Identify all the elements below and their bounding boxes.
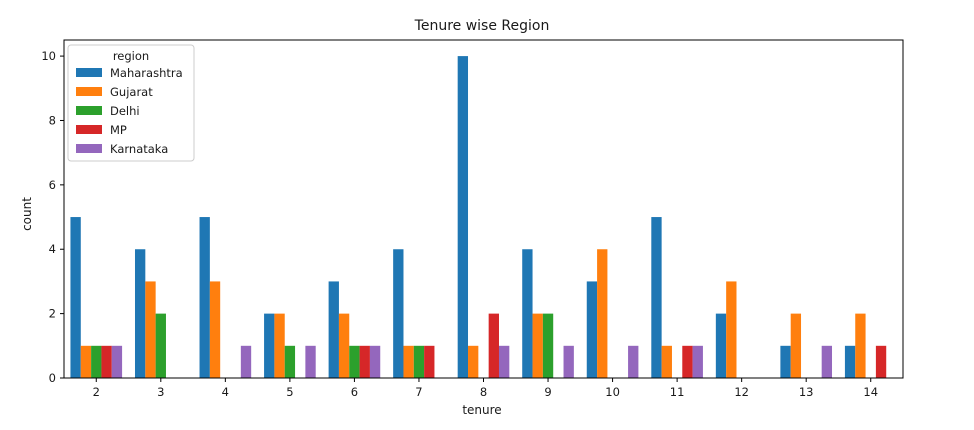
- x-tick-label: 14: [863, 385, 878, 399]
- bar-maharashtra-13: [780, 345, 791, 378]
- bar-maharashtra-14: [844, 345, 856, 378]
- bar-gujarat-6: [338, 313, 350, 378]
- bar-mp-7: [424, 345, 435, 378]
- y-tick-label: 10: [41, 49, 56, 63]
- bar-karnataka-8: [498, 345, 510, 378]
- bar-gujarat-5: [274, 313, 285, 378]
- bar-maharashtra-3: [134, 249, 146, 378]
- bar-karnataka-13: [821, 345, 833, 378]
- bars-layer: [70, 56, 887, 378]
- x-tick-label: 4: [222, 385, 229, 399]
- legend-swatch-delhi: [76, 106, 102, 115]
- y-tick-label: 0: [49, 371, 56, 385]
- legend-swatch-mp: [76, 125, 102, 134]
- bar-delhi-7: [413, 345, 425, 378]
- bar-karnataka-9: [563, 345, 574, 378]
- bar-maharashtra-11: [651, 217, 662, 378]
- x-tick-label: 12: [734, 385, 749, 399]
- bar-maharashtra-4: [199, 217, 210, 378]
- bar-gujarat-10: [597, 249, 608, 378]
- legend-label-delhi: Delhi: [110, 104, 140, 118]
- y-axis-label: count: [20, 197, 34, 231]
- legend-swatch-karnataka: [76, 144, 102, 153]
- bar-mp-8: [488, 313, 499, 378]
- bar-karnataka-11: [692, 345, 703, 378]
- bar-gujarat-7: [403, 345, 414, 378]
- x-tick-label: 5: [286, 385, 293, 399]
- bar-maharashtra-2: [70, 217, 81, 378]
- bar-delhi-3: [155, 313, 166, 378]
- chart-title: Tenure wise Region: [414, 18, 550, 34]
- legend: region Maharashtra Gujarat Delhi MP Karnatak…: [67, 44, 195, 162]
- x-tick-label: 2: [93, 385, 100, 399]
- bar-maharashtra-12: [715, 313, 727, 378]
- axes-layer: 2 3 4 5 6 7 8 9 10 11 12 13 14 0 2 4 6 8 10: [41, 39, 904, 399]
- bar-maharashtra-6: [328, 281, 339, 378]
- bar-gujarat-2: [80, 345, 92, 378]
- bar-delhi-5: [284, 345, 296, 378]
- bar-delhi-2: [91, 345, 102, 378]
- x-tick-label: 11: [670, 385, 685, 399]
- bar-gujarat-12: [726, 281, 737, 378]
- bar-gujarat-9: [532, 313, 543, 378]
- legend-label-gujarat: Gujarat: [110, 85, 153, 99]
- legend-title: region: [113, 49, 149, 63]
- bar-karnataka-6: [369, 345, 381, 378]
- legend-label-karnataka: Karnataka: [110, 142, 168, 156]
- x-tick-label: 6: [351, 385, 358, 399]
- bar-delhi-6: [349, 345, 360, 378]
- x-tick-label: 3: [157, 385, 164, 399]
- legend-swatch-gujarat: [76, 87, 102, 96]
- bar-mp-11: [682, 345, 693, 378]
- legend-swatch-maharashtra: [76, 68, 102, 77]
- y-tick-label: 2: [49, 307, 56, 321]
- x-axis-label: tenure: [462, 403, 501, 417]
- bar-maharashtra-9: [522, 249, 533, 378]
- x-tick-label: 9: [544, 385, 551, 399]
- bar-mp-2: [101, 345, 112, 378]
- bar-gujarat-11: [661, 345, 672, 378]
- bar-maharashtra-5: [264, 313, 275, 378]
- bar-mp-6: [359, 345, 370, 378]
- bar-gujarat-14: [855, 313, 866, 378]
- y-tick-label: 8: [49, 113, 56, 127]
- bar-gujarat-13: [790, 313, 802, 378]
- bar-maharashtra-10: [586, 281, 598, 378]
- legend-label-maharashtra: Maharashtra: [110, 66, 183, 80]
- x-tick-label: 13: [799, 385, 814, 399]
- x-tick-label: 7: [415, 385, 422, 399]
- bar-karnataka-10: [628, 345, 639, 378]
- legend-label-mp: MP: [110, 123, 127, 137]
- bar-gujarat-4: [209, 281, 221, 378]
- y-tick-label: 4: [49, 242, 56, 256]
- x-tick-label: 10: [605, 385, 620, 399]
- bar-mp-14: [875, 345, 887, 378]
- bar-karnataka-2: [111, 345, 123, 378]
- bar-karnataka-5: [305, 345, 316, 378]
- bar-delhi-9: [542, 313, 554, 378]
- bar-gujarat-8: [468, 345, 479, 378]
- bar-karnataka-4: [240, 345, 252, 378]
- bar-gujarat-3: [145, 281, 156, 378]
- bar-maharashtra-8: [457, 56, 469, 378]
- y-tick-label: 6: [49, 178, 56, 192]
- x-tick-label: 8: [480, 385, 487, 399]
- bar-maharashtra-7: [393, 249, 404, 378]
